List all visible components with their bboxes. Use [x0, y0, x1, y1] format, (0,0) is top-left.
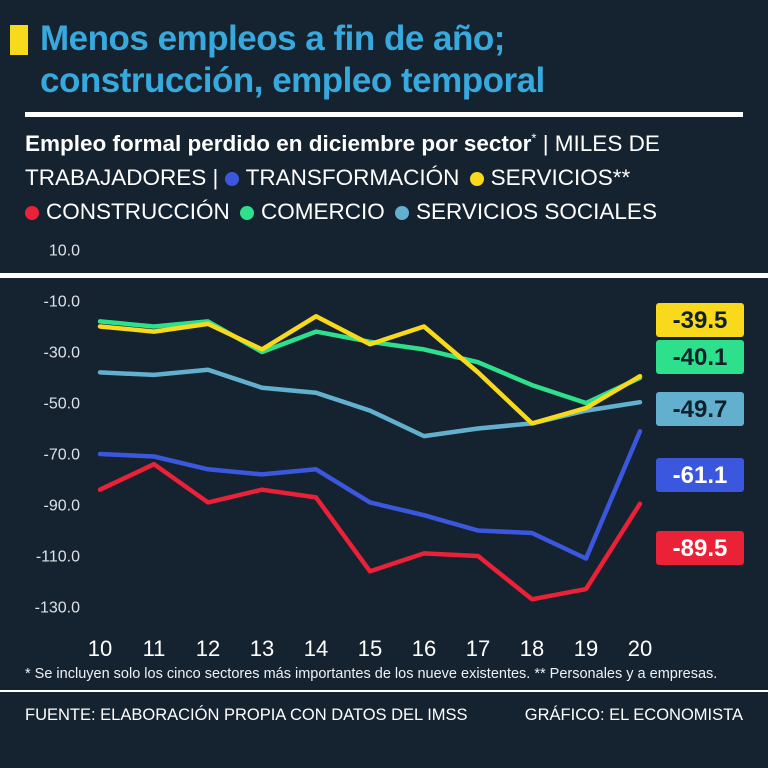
legend-item-transformacion: TRANSFORMACIÓN	[224, 164, 460, 190]
value-label-transformacion: -61.1	[656, 458, 744, 493]
chart-subtitle: Empleo formal perdido en diciembre por s…	[25, 127, 743, 228]
legend-label-servicios-sociales: SERVICIOS SOCIALES	[416, 198, 657, 224]
legend-label-comercio: COMERCIO	[261, 198, 385, 224]
x-tick-label: 15	[358, 636, 382, 661]
svg-text:-40.1: -40.1	[673, 344, 728, 371]
x-tick-label: 16	[412, 636, 436, 661]
chart-area: 10.0 -10.0 -30.0 -50.0 -70.0 -90.0 -110.0 -130.…	[0, 228, 768, 664]
legend-item-servicios: SERVICIOS**	[469, 164, 631, 190]
legend-dot-servicios-sociales	[395, 205, 410, 220]
subtitle-footnote-marker: *	[531, 130, 537, 146]
svg-text:-39.5: -39.5	[673, 307, 728, 334]
x-tick-label: 13	[250, 636, 274, 661]
y-tick-label: -50.0	[44, 396, 81, 413]
y-tick-label: -10.0	[44, 294, 81, 311]
legend-dot-servicios	[469, 171, 484, 186]
footnote: * Se incluyen solo los cinco sectores má…	[25, 666, 718, 683]
footer: FUENTE: ELABORACIÓN PROPIA CON DATOS DEL…	[25, 706, 743, 725]
y-tick-label: 10.0	[49, 243, 80, 260]
x-tick-label: 12	[196, 636, 220, 661]
legend-dot-comercio	[240, 205, 255, 220]
x-tick-label: 18	[520, 636, 544, 661]
svg-text:-49.7: -49.7	[673, 396, 728, 423]
footer-credit: GRÁFICO: EL ECONOMISTA	[524, 706, 743, 725]
page-title: Menos empleos a fin de año; construcción…	[40, 18, 545, 102]
legend-label-transformacion: TRANSFORMACIÓN	[245, 164, 460, 190]
value-label-servicios: -39.5	[656, 303, 744, 338]
svg-text:-61.1: -61.1	[673, 462, 728, 489]
series-line-transformacion	[97, 429, 643, 561]
subtitle-units: | MILES DE TRABAJADORES |	[25, 131, 660, 190]
series-line-construccion	[97, 462, 643, 602]
series-line-comercio	[97, 319, 643, 406]
legend-dot-transformacion	[224, 171, 239, 186]
legend-item-comercio: COMERCIO	[240, 199, 385, 224]
subtitle-text: Empleo formal perdido en diciembre por s…	[25, 131, 532, 156]
x-tick-label: 19	[574, 636, 598, 661]
series-line-servicios	[97, 314, 643, 426]
series-line-servicios-sociales	[97, 367, 643, 439]
svg-text:-89.5: -89.5	[673, 535, 728, 562]
x-tick-label: 10	[88, 636, 112, 661]
x-tick-label: 20	[628, 636, 652, 661]
value-label-construccion: -89.5	[656, 531, 744, 566]
header: Menos empleos a fin de año; construcción…	[0, 0, 768, 102]
x-tick-label: 17	[466, 636, 490, 661]
footer-divider	[0, 690, 768, 693]
legend-item-construccion: CONSTRUCCIÓN	[25, 199, 230, 224]
yellow-accent-block	[10, 25, 28, 55]
y-tick-label: -110.0	[36, 549, 80, 566]
x-tick-label: 11	[143, 636, 166, 661]
footer-source: FUENTE: ELABORACIÓN PROPIA CON DATOS DEL…	[25, 706, 468, 725]
x-tick-label: 14	[304, 636, 328, 661]
legend-dot-construccion	[25, 205, 39, 220]
legend-label-construccion: CONSTRUCCIÓN	[46, 198, 230, 224]
line-chart: 10.0 -10.0 -30.0 -50.0 -70.0 -90.0 -110.0 -130.…	[0, 243, 768, 661]
zero-axis-line	[0, 273, 768, 279]
y-tick-label: -130.0	[35, 600, 80, 617]
y-tick-label: -30.0	[44, 345, 81, 362]
legend-item-servicios-sociales: SERVICIOS SOCIALES	[395, 199, 657, 224]
title-line-1: Menos empleos a fin de año;	[40, 19, 505, 58]
value-label-servicios-sociales: -49.7	[656, 392, 744, 427]
legend-label-servicios: SERVICIOS**	[490, 164, 631, 190]
title-divider	[25, 112, 743, 117]
value-label-comercio: -40.1	[656, 340, 744, 375]
y-tick-label: -90.0	[44, 498, 81, 515]
y-tick-label: -70.0	[44, 447, 81, 464]
title-line-2: construcción, empleo temporal	[40, 61, 545, 100]
